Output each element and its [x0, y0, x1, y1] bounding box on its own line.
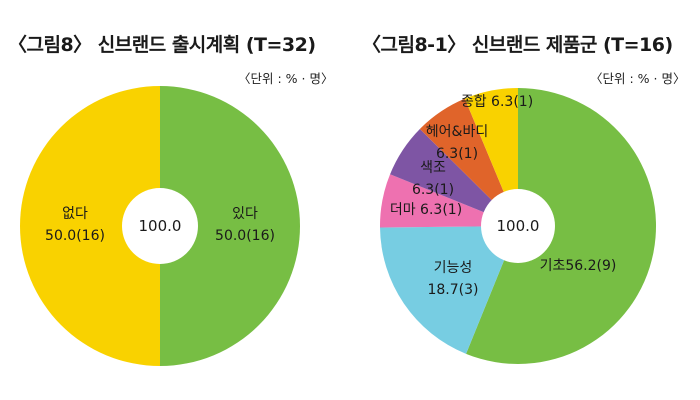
slice-value-label-1-3: 6.3(1) — [412, 182, 454, 198]
slice-value-label-1-1: 18.7(3) — [427, 282, 478, 298]
donut-center-label-1: 100.0 — [497, 217, 540, 235]
slice-label-1-0: 기초56.2(9) — [540, 258, 617, 274]
pie-slice-0-0 — [160, 86, 300, 366]
pie-slice-1-1 — [380, 226, 518, 354]
slice-value-label-1-4: 6.3(1) — [436, 146, 478, 162]
slice-label-1-2: 더마 6.3(1) — [390, 202, 462, 218]
donut-hole-1 — [481, 189, 555, 263]
slice-label-1-1: 기능성 — [434, 260, 473, 276]
donut-center-label-0: 100.0 — [139, 217, 182, 235]
unit-note-right: 〈단위 : % · 명〉 — [590, 71, 686, 86]
pie-slice-0-1 — [20, 86, 160, 366]
slice-value-label-0-1: 50.0(16) — [45, 228, 105, 244]
slice-label-1-5: 종합 6.3(1) — [461, 94, 533, 110]
slice-value-label-0-0: 50.0(16) — [215, 228, 275, 244]
slice-label-0-0: 있다 — [232, 206, 258, 222]
pie-slice-1-0 — [466, 88, 657, 364]
chart-title-brand-launch-plan: 〈그림8〉 신브랜드 출시계획 (T=32) — [8, 34, 316, 56]
slice-label-0-1: 없다 — [62, 206, 88, 222]
pie-slice-1-3 — [390, 128, 518, 226]
slice-label-1-3: 색조 — [420, 160, 446, 176]
chart-title-brand-product-group: 〈그림8-1〉 신브랜드 제품군 (T=16) — [362, 34, 673, 56]
pie-slice-1-4 — [419, 98, 518, 226]
donut-hole-0 — [122, 188, 198, 264]
unit-note-left: 〈단위 : % · 명〉 — [238, 71, 334, 86]
slice-label-1-4: 헤어&바디 — [426, 124, 488, 140]
